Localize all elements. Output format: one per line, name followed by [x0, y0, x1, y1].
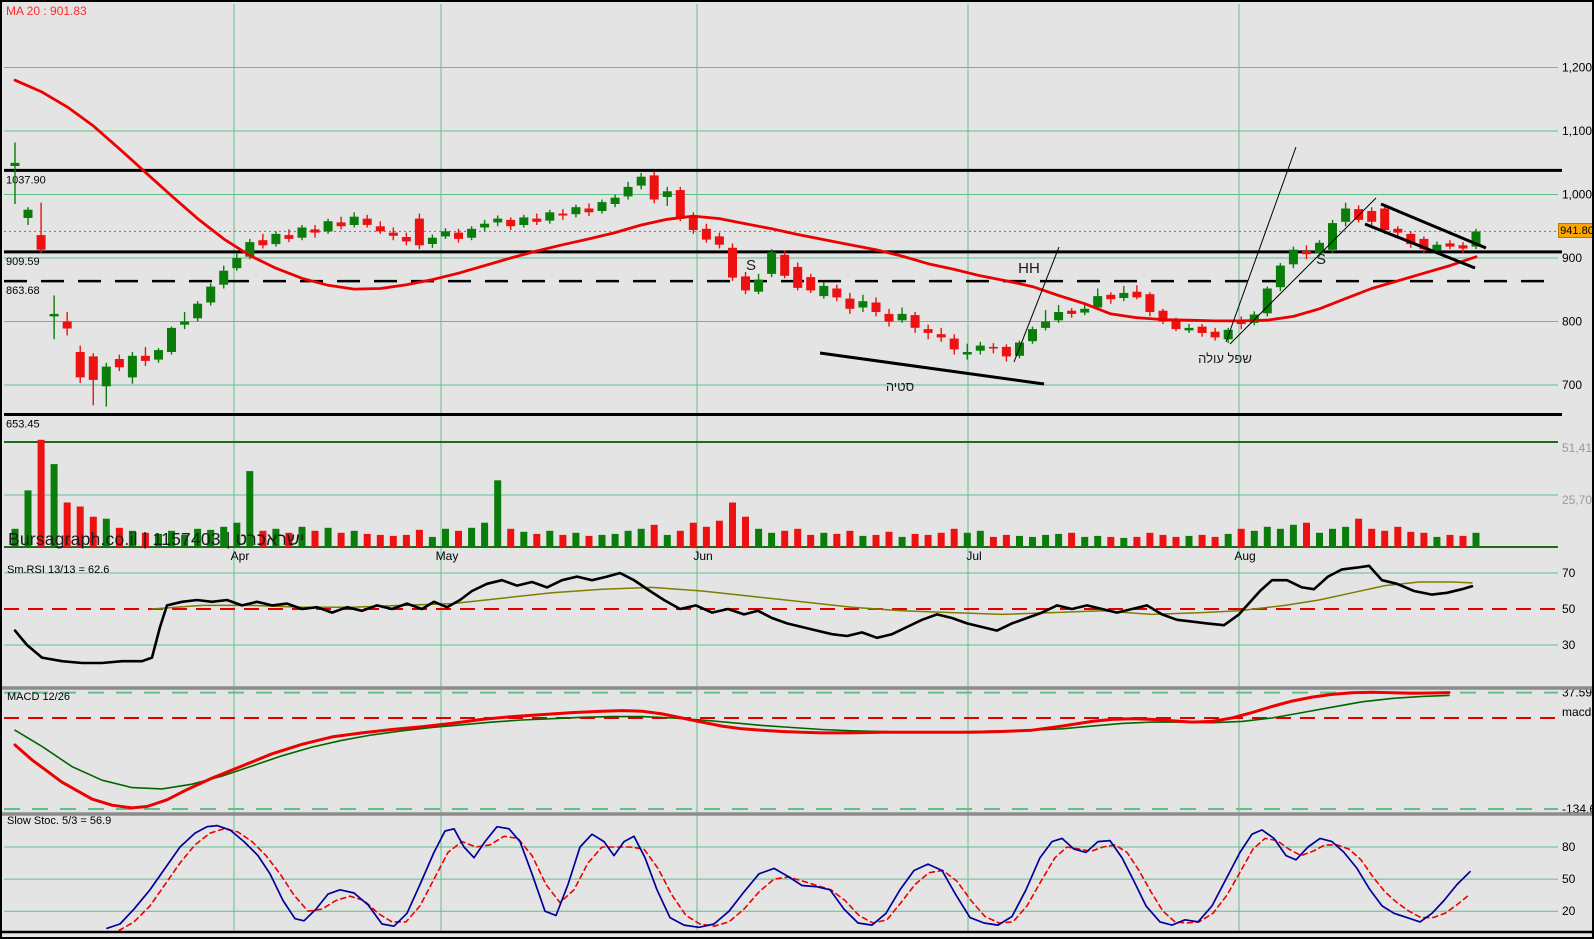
axis-tick-label: 50 — [1562, 602, 1576, 616]
stoch-gridlines: 80 50 20 — [4, 840, 1576, 918]
pane-separators — [2, 686, 1592, 934]
axis-tick-label: Jun — [693, 549, 712, 563]
ma-indicator-label: MA 20 : 901.83 — [6, 4, 87, 18]
axis-tick-label: 51,416 — [1562, 441, 1594, 455]
rsi-pane-label: Sm.RSI 13/13 = 62.6 — [7, 564, 110, 576]
annotation-text: S — [1316, 251, 1326, 268]
axis-tick-label: 863.68 — [6, 285, 40, 297]
macd-pane-label: MACD 12/26 — [7, 691, 70, 703]
axis-tick-label: 700 — [1562, 378, 1582, 392]
annotation-text: סטיה — [886, 379, 914, 394]
month-gridlines — [233, 4, 1240, 932]
axis-tick-label: 20 — [1562, 904, 1576, 918]
axis-tick-label: 653.45 — [6, 419, 40, 431]
macd-line — [13, 690, 1451, 810]
axis-tick-label: 30 — [1562, 638, 1576, 652]
annotation-texts: S HH S סטיה שפל עולה — [746, 251, 1326, 394]
rsi-line — [13, 564, 1474, 665]
trendlines — [819, 146, 1487, 386]
axis-tick-label: 1,100 — [1562, 124, 1592, 138]
annotation-text: S — [746, 257, 756, 274]
axis-tick-label: 50 — [1562, 872, 1576, 886]
annotation-text: HH — [1018, 260, 1040, 277]
axis-tick-label: Apr — [231, 549, 250, 563]
axis-tick-label: 1,000 — [1562, 188, 1592, 202]
stoch-k-line — [106, 824, 1471, 930]
axis-tick-label: 909.59 — [6, 256, 40, 268]
price-gridlines: 1,200 1,100 1,000 900 800 700 — [4, 61, 1592, 392]
rsi-signal-line — [151, 581, 1473, 616]
annotation-text: שפל עולה — [1198, 351, 1252, 366]
macd-signal-line — [14, 694, 1450, 790]
ma20-line — [13, 78, 1478, 323]
axis-tick-label: 900 — [1562, 251, 1582, 265]
axis-tick-label: 1,200 — [1562, 61, 1592, 75]
stoch-pane-label: Slow Stoc. 5/3 = 56.9 — [7, 815, 112, 827]
axis-tick-label: 800 — [1562, 315, 1582, 329]
axis-tick-label: 1037.90 — [6, 174, 46, 186]
candlestick-series — [10, 142, 1481, 407]
axis-tick-label: Jul — [966, 549, 981, 563]
axis-tick-label: 25,708 — [1562, 493, 1594, 507]
month-labels: Apr May Jun Jul Aug — [231, 549, 1256, 563]
axis-tick-label: macd=0 — [1562, 705, 1594, 719]
watermark: Bursagraph.co.il | 1157403 | ישראכרט — [8, 529, 305, 549]
price-levels: 1037.90 909.59 863.68 653.45 — [4, 168, 1562, 431]
axis-tick-label: 80 — [1562, 840, 1576, 854]
axis-tick-label: May — [436, 549, 459, 563]
volume-series — [11, 439, 1480, 547]
rsi-gridlines: 70 50 30 — [4, 566, 1576, 652]
current-price-badge: 941.80 — [1558, 223, 1592, 238]
axis-tick-label: Aug — [1234, 549, 1255, 563]
axis-tick-label: 70 — [1562, 566, 1576, 580]
